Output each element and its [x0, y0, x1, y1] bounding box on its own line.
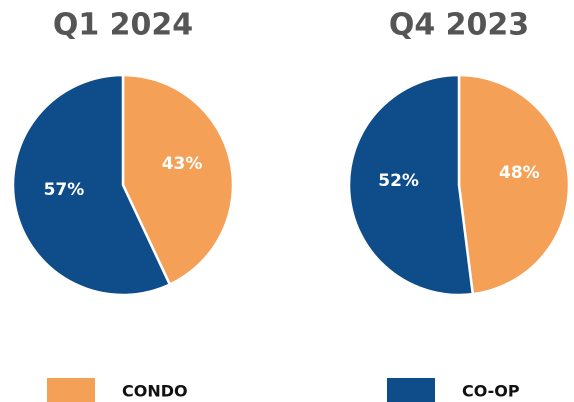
chart-title: Q4 2023	[389, 8, 529, 43]
data-label: 48%	[499, 163, 540, 183]
legend-swatch	[47, 378, 95, 402]
legend-label: CO-OP	[462, 382, 520, 401]
pie-slice	[347, 73, 475, 297]
pie-slice	[457, 73, 571, 296]
data-label: 57%	[44, 180, 85, 200]
pie-slice	[121, 73, 235, 287]
pie-slice	[11, 73, 172, 297]
chart-title: Q1 2024	[53, 8, 193, 43]
legend-label: CONDO	[122, 382, 188, 401]
legend-swatch	[387, 378, 435, 402]
data-label: 43%	[162, 154, 203, 174]
data-label: 52%	[378, 171, 419, 191]
